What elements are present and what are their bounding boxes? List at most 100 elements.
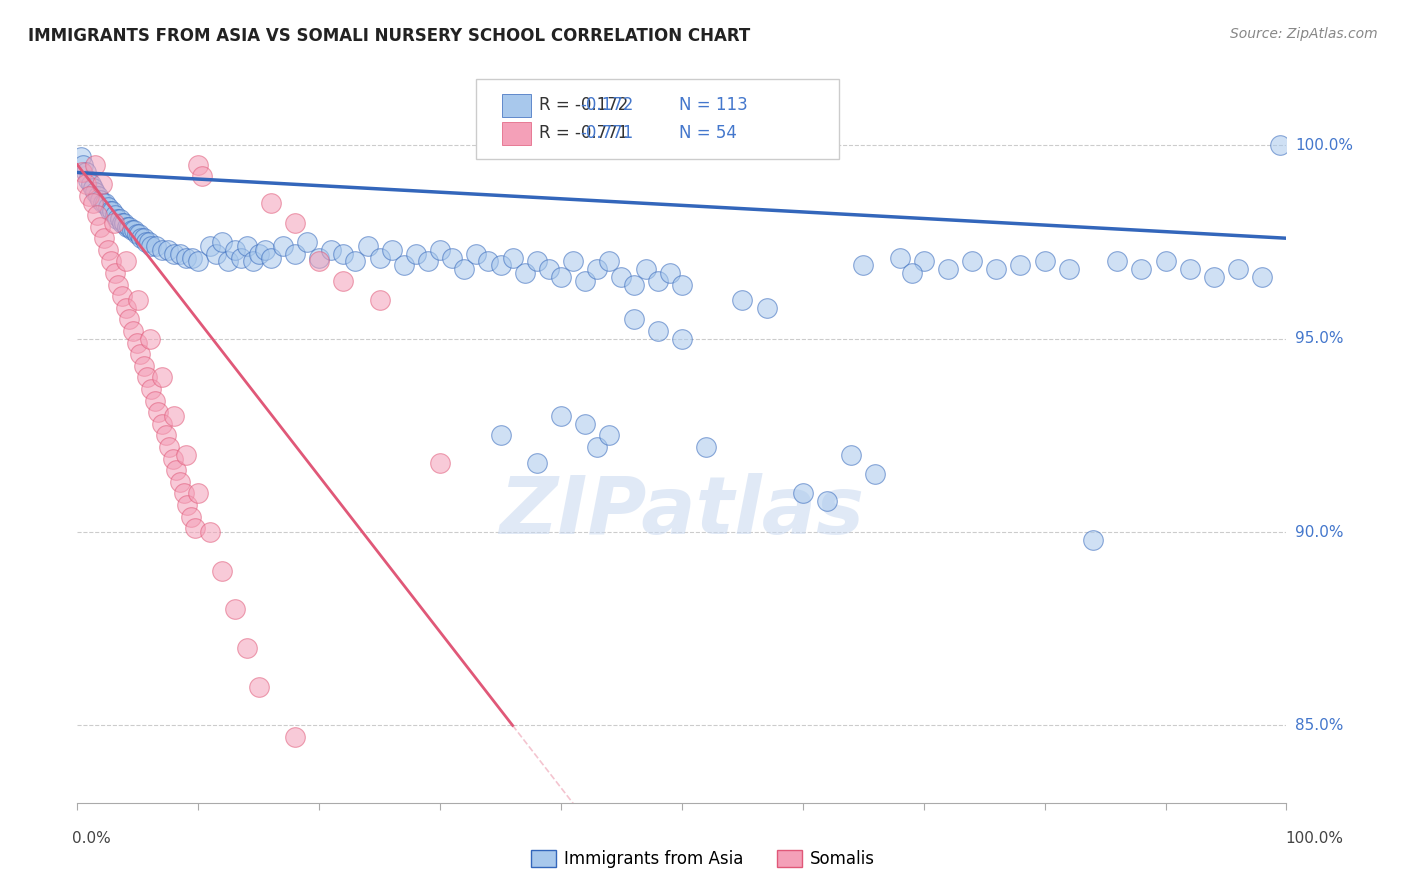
Point: [105, 211, 128, 226]
Point: [187, 254, 209, 268]
Point: [986, 262, 1008, 277]
Point: [465, 246, 488, 260]
Point: [368, 251, 391, 265]
Point: [344, 254, 367, 268]
Point: [1130, 262, 1153, 277]
Point: [79, 188, 101, 202]
Point: [169, 246, 191, 260]
Point: [416, 254, 439, 268]
Point: [75, 165, 97, 179]
Point: [200, 525, 222, 540]
Point: [148, 405, 170, 419]
Point: [550, 409, 572, 423]
Point: [1107, 254, 1129, 268]
Point: [1270, 138, 1292, 153]
Point: [86, 208, 108, 222]
Point: [598, 254, 620, 268]
Point: [1178, 262, 1201, 277]
Point: [136, 370, 159, 384]
Point: [1154, 254, 1177, 268]
Point: [181, 251, 204, 265]
Point: [155, 428, 177, 442]
Point: [75, 177, 97, 191]
Point: [108, 211, 131, 226]
Point: [574, 417, 596, 431]
Point: [173, 486, 195, 500]
Point: [405, 246, 427, 260]
Point: [138, 235, 160, 249]
Point: [135, 235, 157, 249]
Point: [537, 262, 560, 277]
Text: -0.771: -0.771: [581, 124, 634, 142]
Point: [1251, 269, 1274, 284]
Point: [145, 239, 167, 253]
Point: [87, 188, 110, 202]
Point: [453, 262, 475, 277]
Point: [125, 335, 148, 350]
Point: [586, 262, 609, 277]
Point: [392, 258, 415, 272]
Point: [247, 246, 270, 260]
Point: [114, 301, 136, 315]
Point: [755, 301, 778, 315]
Point: [174, 251, 197, 265]
Point: [865, 467, 887, 482]
Point: [82, 196, 104, 211]
Point: [900, 266, 922, 280]
Point: [79, 177, 101, 191]
Point: [235, 239, 257, 253]
Point: [229, 251, 252, 265]
Point: [100, 254, 122, 268]
Point: [960, 254, 983, 268]
Point: [139, 239, 162, 253]
Point: [839, 448, 862, 462]
Point: [96, 200, 118, 214]
Point: [562, 254, 585, 268]
Point: [1202, 269, 1225, 284]
Point: [118, 219, 141, 234]
Point: [84, 158, 107, 172]
Point: [224, 243, 246, 257]
Text: R = -0.771: R = -0.771: [540, 124, 628, 142]
Point: [104, 208, 127, 222]
Point: [224, 602, 246, 616]
Text: -0.172: -0.172: [581, 96, 634, 114]
Point: [127, 293, 149, 307]
Point: [815, 494, 838, 508]
Point: [101, 204, 124, 219]
Point: [191, 169, 214, 184]
Point: [271, 239, 294, 253]
Point: [247, 680, 270, 694]
Point: [98, 204, 121, 219]
Point: [284, 246, 307, 260]
Point: [157, 440, 180, 454]
Point: [477, 254, 499, 268]
Point: [143, 393, 166, 408]
Point: [132, 231, 155, 245]
Point: [332, 246, 354, 260]
Point: [115, 219, 138, 234]
Text: 90.0%: 90.0%: [1295, 524, 1343, 540]
Point: [284, 216, 307, 230]
Point: [162, 451, 184, 466]
Point: [1227, 262, 1250, 277]
Point: [308, 251, 330, 265]
Point: [623, 312, 645, 326]
Point: [84, 185, 107, 199]
Point: [70, 150, 93, 164]
Point: [1010, 258, 1032, 272]
Point: [308, 254, 330, 268]
FancyBboxPatch shape: [502, 94, 531, 117]
Point: [103, 216, 125, 230]
Point: [321, 243, 343, 257]
Text: 95.0%: 95.0%: [1295, 331, 1343, 346]
Point: [183, 521, 205, 535]
Point: [242, 254, 264, 268]
Point: [1057, 262, 1080, 277]
Point: [174, 448, 197, 462]
Point: [125, 227, 148, 242]
Point: [513, 266, 536, 280]
Point: [150, 370, 173, 384]
Point: [235, 641, 257, 656]
FancyBboxPatch shape: [502, 121, 531, 145]
